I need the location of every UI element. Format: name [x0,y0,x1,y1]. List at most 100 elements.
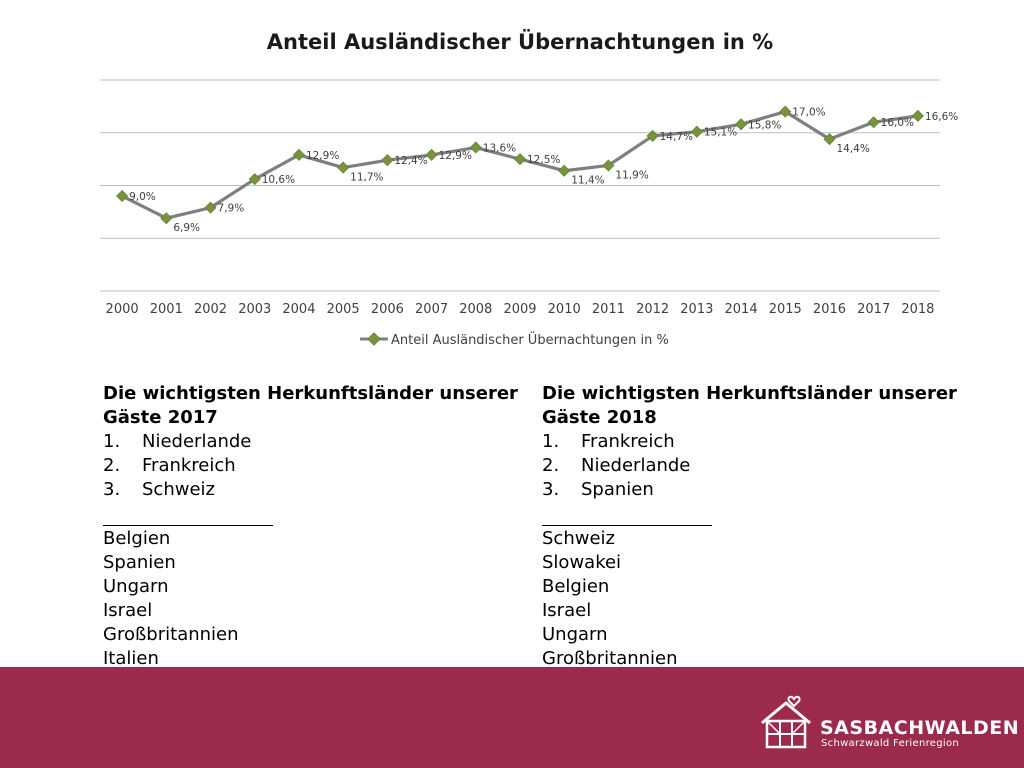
country-name: Niederlande [142,431,252,452]
x-tick-label: 2009 [503,302,536,317]
x-tick-label: 2006 [371,302,404,317]
data-point-marker [558,164,571,177]
x-tick-label: 2013 [680,302,713,317]
house-heart-icon [761,695,811,749]
other-country: Israel [103,600,153,621]
other-country: Slowakei [542,552,622,573]
country-name: Niederlande [581,455,691,476]
data-point-marker [779,105,792,118]
data-label: 16,0% [881,117,914,129]
data-point-marker [513,153,527,166]
data-label: 11,9% [615,169,648,181]
data-label: 16,6% [925,111,958,123]
x-tick-label: 2015 [769,302,802,317]
rank-number: 2. [103,455,121,476]
data-point-marker [823,133,836,146]
data-point-marker [602,159,615,172]
rank-number: 3. [103,479,121,500]
chart-markers [116,105,924,225]
chart-title: Anteil Ausländischer Übernachtungen in % [266,30,774,54]
data-label: 13,6% [483,143,516,155]
data-label: 6,9% [173,222,200,234]
data-point-marker [735,118,748,131]
x-tick-label: 2010 [548,302,581,317]
data-point-marker [116,190,129,203]
data-label: 12,4% [394,155,427,167]
data-label: 17,0% [792,107,825,119]
data-label: 15,1% [704,127,737,139]
data-point-marker [248,173,261,186]
country-name: Schweiz [142,479,215,500]
list-title: Die wichtigsten Herkunftsländer unserer … [542,383,957,428]
ranked-item: 2. Niederlande [542,454,962,478]
data-label: 12,9% [306,150,339,162]
data-point-marker [469,141,482,154]
other-country: Großbritannien [103,624,239,645]
data-point-marker [292,148,305,161]
data-label: 12,5% [527,154,560,166]
data-point-marker [646,129,659,142]
ranked-item: 2. Frankreich [103,454,523,478]
chart-gridlines [100,79,940,292]
other-country: Spanien [103,552,176,573]
x-tick-label: 2014 [725,302,758,317]
data-label: 11,7% [350,172,383,184]
line-chart: 9,0% 6,9% 7,9% 10,6% 12,9% 11,7% 12,4% 12,9% 13,… [100,79,958,348]
data-point-marker [204,201,217,214]
data-label: 14,4% [836,143,869,155]
data-point-marker [690,125,703,138]
x-tick-label: 2017 [857,302,890,317]
origin-list-2018: Die wichtigsten Herkunftsländer unserer … [542,382,962,671]
other-country: Ungarn [542,624,608,645]
brand-name: SASBACHWALDEN [820,717,1020,739]
ranked-item: 1. Frankreich [542,430,962,454]
chart-data-labels: 9,0% 6,9% 7,9% 10,6% 12,9% 11,7% 12,4% 12,9% 13,… [129,107,958,235]
data-label: 10,6% [262,174,295,186]
x-tick-label: 2005 [327,302,360,317]
x-tick-label: 2000 [106,302,139,317]
data-label: 11,4% [571,175,604,187]
other-country: Großbritannien [542,648,678,669]
other-country: Ungarn [103,576,169,597]
x-tick-label: 2018 [901,302,934,317]
x-tick-label: 2016 [813,302,846,317]
data-label: 9,0% [129,191,156,203]
country-name: Spanien [581,479,654,500]
list-divider [103,502,273,526]
list-title: Die wichtigsten Herkunftsländer unserer … [103,383,518,428]
brand-tagline: Schwarzwald Ferienregion [821,738,960,749]
chart-x-axis: 2000 2001 2002 2003 2004 2005 2006 2007 2008 2009… [106,302,935,317]
x-tick-label: 2007 [415,302,448,317]
data-point-marker [160,212,173,225]
rank-number: 1. [103,431,121,452]
x-tick-label: 2008 [459,302,492,317]
rank-number: 3. [542,479,560,500]
data-label: 15,8% [748,119,781,131]
other-country: Schweiz [542,528,615,549]
legend-marker-swatch [367,332,381,346]
rank-number: 2. [542,455,560,476]
data-point-marker [911,109,924,122]
x-tick-label: 2002 [194,302,227,317]
origin-list-2017: Die wichtigsten Herkunftsländer unserer … [103,382,523,671]
other-country: Belgien [103,528,171,549]
country-name: Frankreich [142,455,236,476]
x-tick-label: 2004 [282,302,315,317]
x-tick-label: 2003 [238,302,271,317]
x-tick-label: 2011 [592,302,625,317]
data-point-marker [867,116,880,129]
x-tick-label: 2012 [636,302,669,317]
other-country: Israel [542,600,592,621]
data-label: 7,9% [218,203,245,215]
other-country: Italien [103,648,159,669]
country-name: Frankreich [581,431,675,452]
ranked-item: 3. Schweiz [103,478,523,502]
data-point-marker [381,154,394,167]
rank-number: 1. [542,431,560,452]
data-label: 14,7% [660,131,693,143]
ranked-item: 3. Spanien [542,478,962,502]
chart-legend: Anteil Ausländischer Übernachtungen in % [360,331,669,348]
data-point-marker [425,148,438,161]
legend-entry: Anteil Ausländischer Übernachtungen in % [391,331,669,348]
other-country: Belgien [542,576,610,597]
